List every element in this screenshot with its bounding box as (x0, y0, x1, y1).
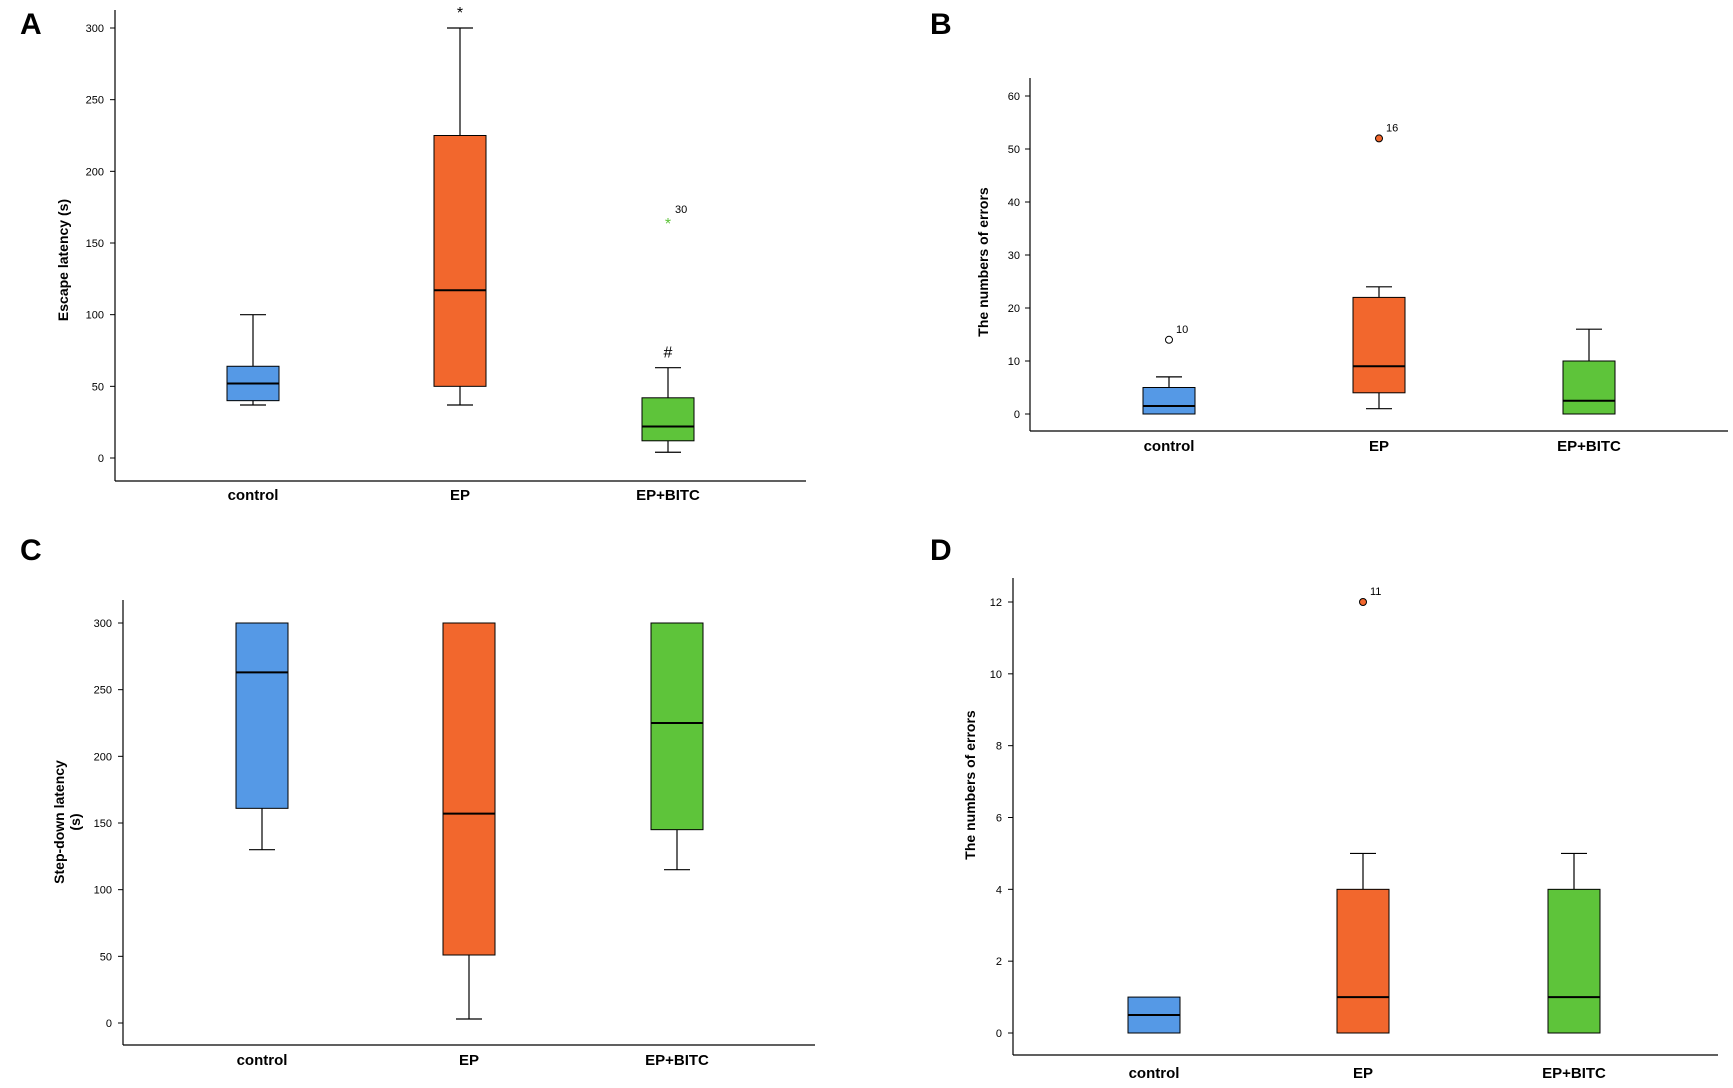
y-tick-label: 0 (1014, 409, 1020, 421)
panel-letter: C (20, 534, 42, 567)
y-tick-label: 2 (996, 956, 1002, 968)
box-iqr (433, 135, 487, 387)
y-tick-label: 6 (996, 813, 1002, 825)
y-tick-label: 0 (996, 1028, 1002, 1040)
panel-D: D 0 2 4 6 8 10 12 The numbers of errors control EP… (930, 534, 1718, 1082)
significance-marker: # (664, 345, 673, 362)
y-axis-title-line: (s) (67, 813, 83, 830)
box-control (235, 622, 289, 851)
y-tick-label: 250 (86, 95, 104, 107)
box-control (1127, 996, 1181, 1034)
y-tick-label: 12 (990, 597, 1002, 609)
outlier-label: 10 (1176, 324, 1188, 336)
x-category-label: EP (1353, 1065, 1373, 1082)
box-ep-bitc (1547, 852, 1601, 1034)
box-iqr (1562, 360, 1616, 415)
y-tick-label: 50 (100, 951, 112, 963)
x-category-label: EP (1369, 438, 1389, 455)
panel-letter: B (930, 8, 952, 41)
x-category-label: EP (459, 1052, 479, 1069)
box-control: 10 (1142, 324, 1196, 415)
box-iqr (650, 622, 704, 831)
y-tick-label: 20 (1008, 303, 1020, 315)
outlier-label: 11 (1370, 586, 1381, 598)
y-tick-label: 10 (990, 669, 1002, 681)
y-axis-title: Escape latency (s) (55, 199, 71, 321)
y-tick-label: 30 (1008, 250, 1020, 262)
y-axis-title: Step-down latency(s) (51, 760, 83, 884)
panel-letter: D (930, 534, 952, 567)
y-tick-label: 100 (86, 310, 104, 322)
box-ep-bitc (1562, 328, 1616, 415)
y-tick-label: 4 (996, 884, 1002, 896)
y-tick-label: 150 (94, 818, 112, 830)
panel-letter: A (20, 8, 42, 41)
outlier-point (1375, 134, 1383, 143)
x-category-label: control (1129, 1065, 1180, 1082)
significance-marker: * (457, 5, 463, 22)
x-category-label: EP+BITC (645, 1052, 709, 1069)
y-tick-label: 150 (86, 238, 104, 250)
y-tick-label: 8 (996, 741, 1002, 753)
y-tick-label: 60 (1008, 91, 1020, 103)
y-tick-label: 0 (106, 1018, 112, 1030)
y-tick-label: 50 (1008, 144, 1020, 156)
box-ep (442, 622, 496, 1020)
box-ep: 16 (1352, 122, 1406, 410)
box-iqr (1352, 296, 1406, 394)
outlier-point (1359, 598, 1367, 606)
panel-A: A 0 50 100 150 200 250 300 Escape latency (s) con… (20, 5, 806, 504)
x-category-label: EP+BITC (636, 487, 700, 504)
x-category-label: EP (450, 487, 470, 504)
y-tick-label: 300 (94, 618, 112, 630)
y-tick-label: 0 (98, 453, 104, 465)
y-tick-label: 250 (94, 685, 112, 697)
box-ep-bitc: * 30 # (641, 204, 695, 453)
box-iqr (641, 397, 695, 442)
x-category-label: EP+BITC (1557, 438, 1621, 455)
box-ep: 11 (1336, 586, 1390, 1034)
y-tick-label: 200 (94, 751, 112, 763)
x-category-label: control (237, 1052, 288, 1069)
y-tick-label: 100 (94, 885, 112, 897)
box-control (226, 314, 280, 406)
y-axis-title: The numbers of errors (975, 187, 991, 337)
y-axis-title: The numbers of errors (962, 710, 978, 860)
outlier-point (1165, 335, 1173, 344)
outlier-label: 30 (675, 204, 687, 216)
box-iqr (1547, 888, 1601, 1034)
panel-B: B 0 10 20 30 40 50 60 The numbers of errors contr… (930, 8, 1728, 455)
box-ep-bitc (650, 622, 704, 871)
y-axis-title-line: Step-down latency (51, 760, 67, 884)
box-iqr (235, 622, 289, 809)
panel-C: C 0 50 100 150 200 250 300 Step-down latency(s) c… (20, 534, 815, 1069)
y-tick-label: 300 (86, 23, 104, 35)
x-category-label: EP+BITC (1542, 1065, 1606, 1082)
x-category-label: control (1144, 438, 1195, 455)
box-ep: * (433, 5, 487, 406)
y-tick-label: 200 (86, 166, 104, 178)
box-iqr (442, 622, 496, 956)
y-tick-label: 40 (1008, 197, 1020, 209)
x-category-label: control (228, 487, 279, 504)
outlier-label: 16 (1386, 122, 1398, 134)
y-tick-label: 50 (92, 381, 104, 393)
box-iqr (1142, 387, 1196, 415)
outlier-star: * (665, 216, 671, 233)
y-tick-label: 10 (1008, 356, 1020, 368)
box-iqr (1336, 888, 1390, 1034)
